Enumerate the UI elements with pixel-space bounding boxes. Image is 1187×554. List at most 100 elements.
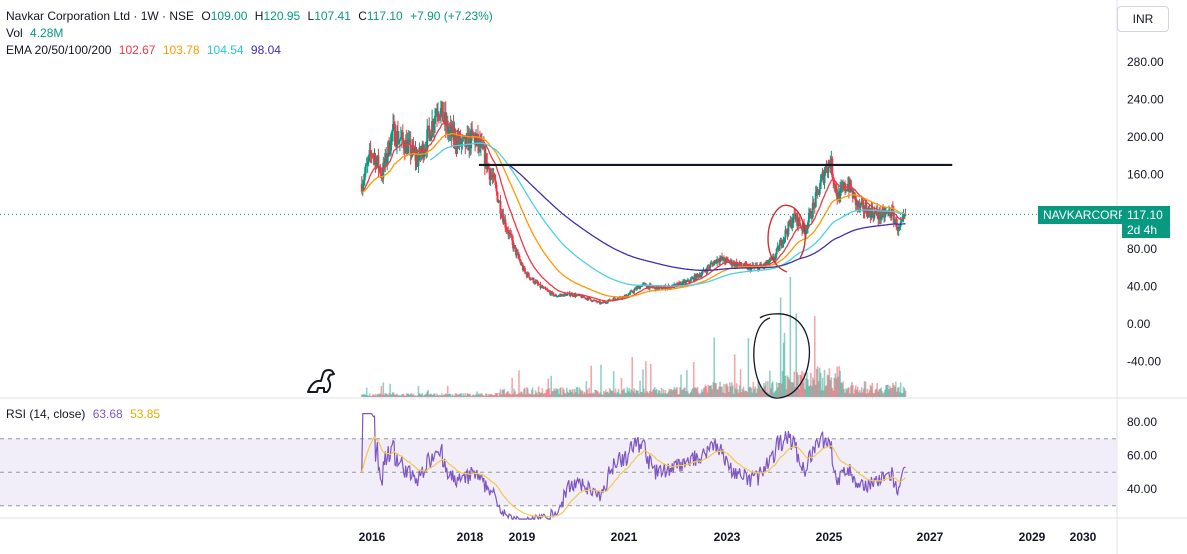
- candle-body: [471, 129, 474, 133]
- volume-bar: [583, 391, 586, 397]
- candle-body: [521, 264, 524, 271]
- volume-bar: [436, 393, 438, 397]
- volume-bar: [701, 391, 704, 397]
- volume-bar: [734, 388, 737, 397]
- volume-bar: [841, 383, 843, 397]
- volume-bar: [879, 388, 881, 397]
- volume-bar: [677, 394, 679, 397]
- rsi-label[interactable]: RSI (14, close): [6, 407, 86, 421]
- volume-bar: [377, 394, 380, 397]
- volume-bar: [425, 393, 428, 397]
- volume-bar: [487, 393, 490, 397]
- volume-label[interactable]: Vol: [6, 26, 23, 40]
- volume-bar: [563, 389, 565, 397]
- volume-bar: [705, 386, 708, 397]
- volume-bar: [427, 389, 429, 397]
- candle-body: [648, 284, 651, 289]
- candle-body: [517, 252, 520, 255]
- candle-body: [898, 226, 901, 228]
- volume-bar: [803, 372, 805, 397]
- candle-body: [394, 124, 397, 146]
- candle-body: [489, 174, 492, 180]
- volume-bar: [553, 388, 555, 397]
- candle-body: [740, 265, 743, 267]
- candle-body: [382, 162, 385, 179]
- candle-body: [831, 158, 834, 178]
- candle-body: [511, 235, 514, 241]
- ema100-line: [429, 142, 906, 287]
- volume-bar: [748, 387, 751, 397]
- volume-bar: [601, 394, 603, 397]
- candle-body: [546, 289, 549, 291]
- volume-bar: [591, 393, 593, 397]
- currency-button[interactable]: INR: [1117, 6, 1169, 32]
- volume-bar: [731, 385, 734, 397]
- volume-bar: [725, 384, 727, 397]
- volume-bar: [787, 377, 790, 397]
- candle-body: [804, 229, 807, 235]
- volume-bar: [382, 382, 385, 397]
- time-tick-label: 2030: [1070, 530, 1097, 544]
- candle-body: [784, 229, 787, 238]
- volume-bar: [895, 391, 898, 397]
- black-circle-annotation: [753, 313, 811, 399]
- volume-bar: [385, 393, 388, 397]
- low-label: L: [307, 9, 315, 23]
- volume-bar: [826, 374, 829, 397]
- volume-bar: [847, 387, 849, 397]
- time-tick-label: 2021: [611, 530, 638, 544]
- ema-label[interactable]: EMA 20/50/100/200: [6, 43, 112, 57]
- candle-body: [690, 278, 693, 280]
- volume-bar: [759, 386, 761, 397]
- volume-bar: [430, 393, 432, 397]
- volume-bar: [479, 394, 481, 397]
- volume-bar: [543, 393, 546, 397]
- volume-bar: [367, 395, 370, 397]
- candle-body: [447, 132, 450, 134]
- volume-bar: [690, 389, 693, 397]
- volume-bar: [817, 381, 820, 397]
- volume-bar: [812, 377, 814, 397]
- candle-body: [435, 113, 438, 117]
- candle-body: [424, 148, 427, 152]
- volume-bar: [742, 386, 745, 397]
- candle-body: [479, 142, 482, 149]
- volume-bar: [711, 389, 714, 397]
- volume-bar: [851, 382, 853, 397]
- volume-bar: [757, 381, 759, 397]
- candle-body: [769, 258, 772, 260]
- bar-countdown-tag: 2d 4h: [1122, 222, 1170, 238]
- volume-bar: [728, 391, 730, 397]
- candle-body: [380, 174, 383, 176]
- dinosaur-logo-icon[interactable]: [305, 366, 339, 394]
- candle-body: [736, 263, 739, 267]
- volume-bar: [545, 389, 548, 397]
- candle-body: [614, 298, 617, 300]
- volume-bar: [518, 370, 520, 397]
- volume-bar: [555, 388, 557, 397]
- symbol-title[interactable]: Navkar Corporation Ltd · 1W · NSE: [6, 9, 195, 23]
- ema100-value: 104.54: [206, 43, 244, 57]
- price-tick-label: 0.00: [1127, 317, 1151, 331]
- volume-bar: [586, 389, 589, 397]
- candle-body: [774, 254, 777, 259]
- candle-body: [446, 120, 449, 134]
- candle-body: [807, 213, 810, 223]
- time-tick-label: 2019: [509, 530, 536, 544]
- candle-body: [527, 273, 530, 278]
- candle-body: [892, 211, 895, 224]
- volume-bar: [691, 388, 694, 397]
- volume-bar: [653, 387, 656, 397]
- volume-bar: [678, 394, 680, 397]
- candle-body: [743, 263, 746, 267]
- rsi-line: [361, 413, 906, 521]
- volume-bar: [821, 377, 824, 397]
- candle-body: [500, 213, 503, 217]
- volume-bar: [540, 392, 543, 397]
- volume-bar: [796, 372, 798, 397]
- volume-bar: [566, 391, 569, 397]
- volume-bar: [647, 392, 649, 397]
- volume-bar: [443, 394, 446, 397]
